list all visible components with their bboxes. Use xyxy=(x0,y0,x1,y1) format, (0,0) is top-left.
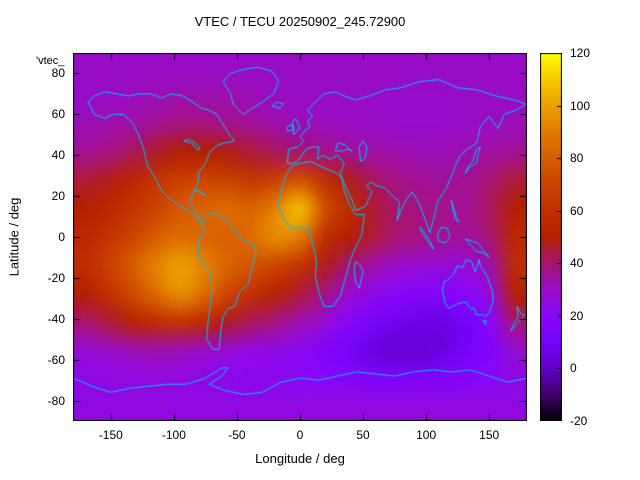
x-tick-label: 0 xyxy=(296,428,304,442)
key-label: 'vtec_ xyxy=(36,55,65,67)
x-tick-label: -50 xyxy=(228,428,246,442)
colorbar-tick-label: 80 xyxy=(570,151,584,166)
y-tick-label: -20 xyxy=(47,270,65,285)
y-tick-label: 20 xyxy=(51,189,65,204)
y-tick-label: -60 xyxy=(47,352,65,367)
x-tick-label: -100 xyxy=(161,428,186,442)
colorbar-tick-label: 40 xyxy=(570,256,584,271)
heatmap-canvas xyxy=(73,53,527,421)
y-tick-label: 80 xyxy=(51,66,65,81)
x-tick-label: 100 xyxy=(416,428,437,442)
y-tick-label: 0 xyxy=(58,230,65,244)
colorbar-tick-label: 0 xyxy=(570,361,577,376)
y-tick-label: -40 xyxy=(47,311,65,326)
x-axis-label: Longitude / deg xyxy=(255,451,345,466)
colorbar-canvas xyxy=(540,53,562,421)
y-tick-label: 40 xyxy=(51,148,65,163)
colorbar-tick-label: 20 xyxy=(570,308,584,323)
colorbar-tick-label: -20 xyxy=(570,414,588,428)
y-tick-label: -80 xyxy=(47,393,65,408)
colorbar-tick-label: 100 xyxy=(570,98,591,113)
y-tick-label: 60 xyxy=(51,107,65,122)
y-axis-label: Latitude / deg xyxy=(6,197,22,277)
colorbar-tick-label: 60 xyxy=(570,203,584,218)
x-tick-label: 50 xyxy=(356,428,370,442)
x-tick-label: -150 xyxy=(98,428,123,442)
x-tick-label: 150 xyxy=(479,428,500,442)
colorbar-tick-label: 120 xyxy=(570,46,591,60)
page-title: VTEC / TECU 20250902_245.72900 xyxy=(194,14,406,29)
